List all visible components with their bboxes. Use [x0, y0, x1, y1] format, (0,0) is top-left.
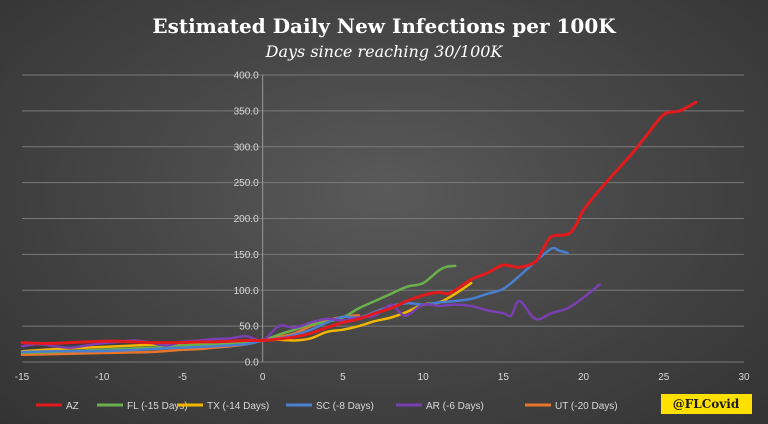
- y-tick-label: 250.0: [234, 178, 259, 189]
- legend-label-fl: FL (-15 Days): [127, 401, 188, 412]
- series-line-fl: [20, 264, 457, 354]
- x-tick-label: -5: [178, 372, 187, 383]
- x-tick-label: 15: [498, 372, 510, 383]
- y-tick-label: 0.0: [245, 358, 259, 369]
- legend-label-az: AZ: [66, 401, 79, 412]
- legend-label-tx: TX (-14 Days): [207, 401, 269, 412]
- x-axis-ticks: -15 -10 -5 0 5 10 15 20 25 30: [15, 372, 750, 383]
- y-tick-label: 150.0: [234, 250, 259, 261]
- y-axis-ticks: 0.0 50.0 100.0 150.0 200.0 250.0 300.0 350.0 400…: [234, 71, 259, 369]
- series-line-az: [20, 100, 698, 345]
- y-tick-label: 300.0: [234, 142, 259, 153]
- watermark-badge: [661, 394, 752, 414]
- legend-label-sc: SC (-8 Days): [316, 401, 374, 412]
- x-tick-label: 5: [340, 372, 346, 383]
- x-tick-label: -15: [15, 372, 30, 383]
- y-tick-label: 400.0: [234, 71, 259, 82]
- legend-label-ut: UT (-20 Days): [555, 401, 618, 412]
- x-tick-label: 30: [738, 372, 750, 383]
- watermark-text: @FLCovid: [673, 397, 740, 411]
- series-line-tx: [20, 281, 473, 353]
- legend: AZ FL (-15 Days) TX (-14 Days) SC (-8 Days)…: [36, 401, 618, 412]
- y-tick-label: 200.0: [234, 214, 259, 225]
- series-lines: [20, 100, 698, 357]
- y-tick-label: 50.0: [239, 322, 259, 333]
- x-tick-label: 20: [578, 372, 590, 383]
- chart-title: Estimated Daily New Infections per 100K: [152, 14, 616, 38]
- x-tick-label: 10: [418, 372, 430, 383]
- x-tick-label: 0: [260, 372, 266, 383]
- chart-subtitle: Days since reaching 30/100K: [265, 42, 504, 61]
- x-tick-label: -10: [95, 372, 110, 383]
- gridlines: [22, 74, 744, 363]
- x-tick-label: 25: [658, 372, 670, 383]
- y-tick-label: 100.0: [234, 286, 259, 297]
- legend-label-ar: AR (-6 Days): [426, 401, 484, 412]
- y-tick-label: 350.0: [234, 106, 259, 117]
